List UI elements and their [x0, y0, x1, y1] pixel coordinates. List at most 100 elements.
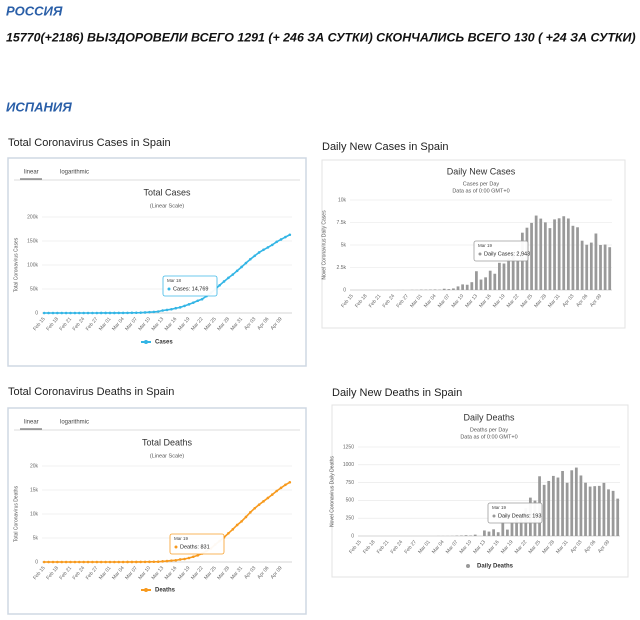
scale-tab[interactable]: logarithmic [60, 170, 89, 176]
scale-tab[interactable]: logarithmic [60, 420, 89, 426]
point [51, 560, 55, 564]
point [130, 560, 134, 564]
point [253, 254, 257, 258]
point [73, 311, 77, 315]
point [91, 560, 94, 564]
chart-note: Data as of 0:00 GMT+0 [460, 434, 517, 440]
point [240, 265, 243, 269]
bar [548, 228, 552, 290]
bar [511, 254, 515, 290]
point [257, 503, 261, 506]
scale-tab[interactable]: linear [24, 420, 39, 426]
bar [561, 470, 564, 536]
point [174, 559, 178, 562]
tooltip-date: Mar 19 [174, 536, 189, 541]
point [121, 560, 125, 564]
point [257, 251, 261, 254]
point [227, 531, 230, 535]
tooltip-marker [492, 514, 496, 518]
point [77, 560, 81, 564]
chart-heading: Total Coronavirus Deaths in Spain [8, 386, 174, 398]
point [270, 493, 274, 496]
bar [442, 288, 446, 290]
y-tick-label: 5k [33, 535, 39, 541]
point [73, 560, 77, 564]
point [196, 299, 200, 303]
point [113, 560, 116, 564]
legend-label[interactable]: Daily Deaths [477, 564, 514, 570]
point [231, 528, 235, 531]
bar [565, 482, 569, 536]
panel [321, 159, 626, 329]
point [108, 560, 112, 564]
point [187, 303, 191, 306]
y-tick-label: 500 [346, 498, 355, 504]
bar [562, 216, 566, 290]
bar [479, 279, 483, 290]
bar [470, 282, 474, 290]
legend-label[interactable]: Deaths [155, 588, 176, 594]
legend-label[interactable]: Cases [155, 340, 173, 346]
point [262, 500, 265, 503]
point [126, 560, 129, 564]
country-heading: ИСПАНИЯ [6, 99, 72, 114]
chart-subtitle: (Linear Scale) [150, 453, 184, 459]
bar [488, 270, 492, 290]
panel [7, 157, 307, 367]
point [152, 310, 156, 314]
bar [588, 486, 592, 536]
point [126, 311, 129, 315]
point [218, 283, 221, 287]
tooltip-box [487, 502, 543, 524]
bar [616, 498, 620, 536]
point [165, 308, 169, 312]
scale-tab[interactable]: linear [24, 170, 39, 176]
bar [553, 219, 556, 290]
point [60, 311, 64, 315]
bar [566, 218, 570, 290]
y-tick-label: 1250 [343, 444, 354, 450]
point [156, 310, 160, 313]
point [134, 560, 138, 564]
y-axis-label: Novel Coronavirus Daily Cases [321, 210, 327, 280]
point [192, 555, 195, 559]
bar [510, 522, 514, 536]
bar [483, 530, 486, 536]
point [86, 311, 90, 315]
bar [594, 233, 598, 290]
bar [607, 489, 610, 536]
point [222, 280, 226, 283]
point [42, 311, 46, 315]
point [148, 560, 151, 564]
tooltip-marker [167, 287, 171, 291]
point [262, 248, 265, 252]
point [134, 311, 138, 315]
bar [452, 288, 455, 290]
y-tick-label: 10k [30, 511, 39, 517]
point [47, 311, 50, 315]
point [64, 560, 68, 564]
bar [543, 222, 547, 290]
y-tick-label: 5k [341, 242, 347, 248]
bar [465, 284, 469, 290]
y-tick-label: 20k [30, 463, 39, 469]
point [249, 257, 252, 261]
y-tick-label: 7.5k [337, 220, 347, 226]
y-tick-label: 250 [346, 516, 355, 522]
point [143, 311, 147, 314]
bar [608, 247, 612, 290]
point [231, 273, 235, 276]
y-tick-label: 50k [30, 286, 39, 292]
tooltip-text: Deaths: 831 [180, 544, 210, 550]
bar [530, 222, 533, 290]
point [275, 489, 278, 493]
bar [506, 529, 509, 536]
point [77, 311, 81, 315]
bar [484, 277, 487, 290]
bar [493, 273, 497, 290]
tooltip-box [473, 240, 529, 262]
point [47, 560, 50, 564]
tooltip-text: Daily Cases: 2,943 [484, 251, 530, 257]
bar [602, 482, 606, 536]
